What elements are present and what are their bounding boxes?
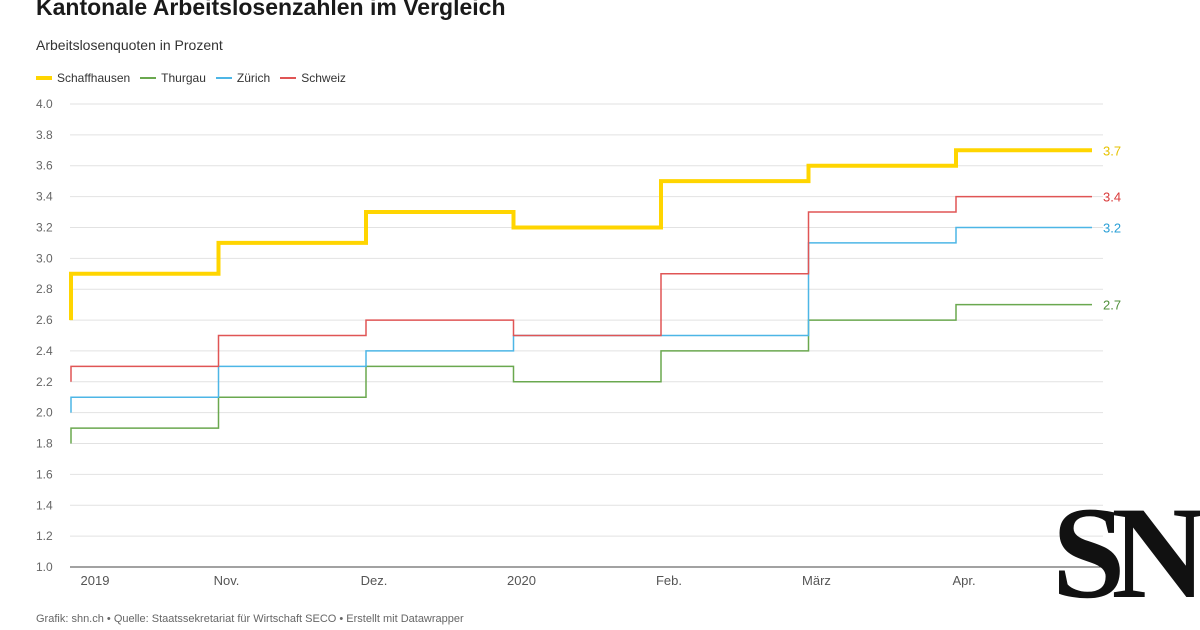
end-value-label: 3.2 (1103, 220, 1121, 235)
y-tick-label: 4.0 (36, 97, 53, 111)
chart-title: Kantonale Arbeitslosenzahlen im Vergleic… (36, 0, 506, 20)
series-line-thurgau (70, 303, 1092, 444)
chart-legend: Schaffhausen Thurgau Zürich Schweiz (36, 71, 356, 85)
chart-subtitle: Arbeitslosenquoten in Prozent (36, 37, 223, 53)
x-tick-label: März (802, 573, 831, 588)
end-value-label: 2.7 (1103, 298, 1121, 313)
legend-label: Thurgau (161, 71, 206, 85)
x-tick-label: 2019 (81, 573, 110, 588)
sn-logo: SN (1052, 479, 1200, 626)
y-tick-label: 3.2 (36, 220, 53, 234)
y-tick-label: 3.0 (36, 251, 53, 265)
legend-item: Thurgau (140, 71, 206, 85)
series-line-schweiz (70, 195, 1092, 382)
y-tick-label: 1.2 (36, 529, 53, 543)
y-tick-label: 3.4 (36, 190, 53, 204)
x-tick-label: Apr. (952, 573, 975, 588)
legend-item: Zürich (215, 71, 271, 85)
y-tick-label: 3.6 (36, 159, 53, 173)
legend-label: Schweiz (301, 71, 346, 85)
y-tick-label: 3.8 (36, 128, 53, 142)
x-tick-label: Dez. (361, 573, 388, 588)
end-value-label: 3.4 (1103, 190, 1121, 205)
legend-swatch (140, 77, 157, 79)
y-tick-label: 1.0 (36, 560, 53, 574)
legend-label: Zürich (236, 71, 271, 85)
series-line-schaffhausen (69, 148, 1092, 321)
y-tick-label: 1.6 (36, 467, 53, 481)
y-tick-label: 1.8 (36, 437, 53, 451)
y-tick-label: 2.4 (36, 344, 53, 358)
series-line-zürich (70, 226, 1092, 413)
y-tick-label: 2.8 (36, 282, 53, 296)
end-value-label: 3.7 (1103, 143, 1121, 158)
legend-item: Schweiz (280, 71, 346, 85)
y-tick-label: 2.2 (36, 375, 53, 389)
y-tick-label: 2.6 (36, 313, 53, 327)
legend-swatch (280, 77, 297, 79)
legend-swatch (36, 76, 52, 80)
source-note: Grafik: shn.ch • Quelle: Staatssekretari… (36, 613, 464, 625)
x-tick-label: Nov. (214, 573, 240, 588)
y-tick-label: 1.4 (36, 498, 53, 512)
x-tick-label: 2020 (507, 573, 536, 588)
y-tick-label: 2.0 (36, 406, 53, 420)
x-tick-label: Feb. (656, 573, 682, 588)
legend-label: Schaffhausen (57, 71, 131, 85)
legend-item: Schaffhausen (36, 71, 130, 85)
legend-swatch (215, 77, 232, 79)
